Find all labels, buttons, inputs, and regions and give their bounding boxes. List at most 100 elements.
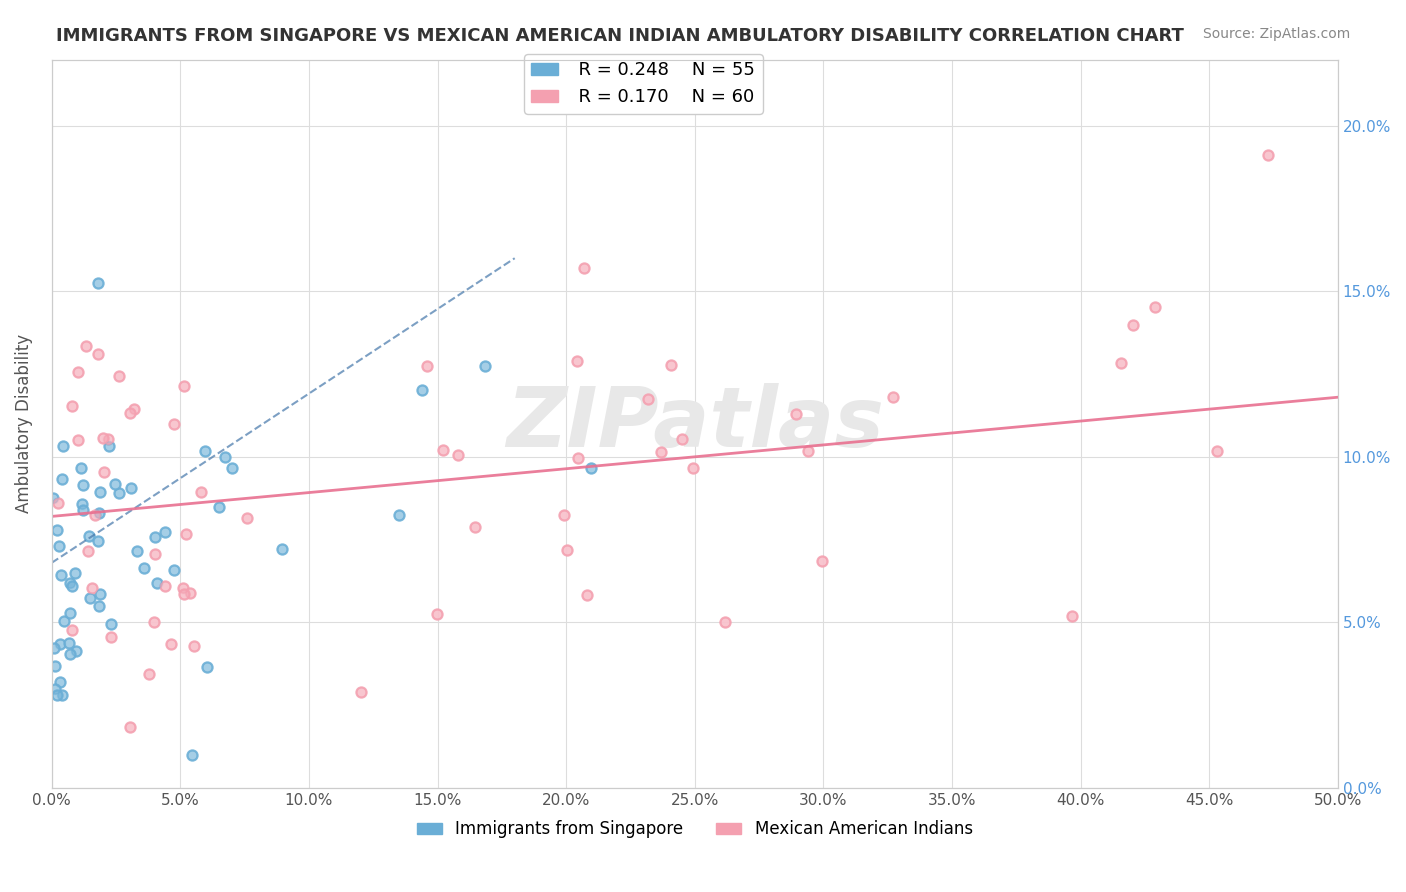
Point xyxy=(1206,444,1229,458)
Point xyxy=(153,524,176,539)
Point xyxy=(388,508,411,523)
Point xyxy=(181,747,204,762)
Point xyxy=(104,477,127,491)
Point xyxy=(432,443,454,458)
Point xyxy=(65,643,87,657)
Point xyxy=(76,544,98,558)
Point xyxy=(567,450,589,465)
Point xyxy=(432,443,454,458)
Point xyxy=(125,544,148,558)
Point xyxy=(89,587,111,601)
Point xyxy=(555,542,578,557)
Point xyxy=(411,383,433,397)
Point xyxy=(118,720,141,734)
Point xyxy=(122,402,145,417)
Point xyxy=(44,641,66,656)
Point xyxy=(49,636,72,650)
Point xyxy=(51,568,73,582)
Point xyxy=(208,500,231,515)
Point xyxy=(59,606,82,620)
Point xyxy=(1206,444,1229,458)
Point xyxy=(195,660,218,674)
Point xyxy=(214,450,236,465)
Point xyxy=(659,358,682,372)
Point xyxy=(146,576,169,591)
Point xyxy=(76,544,98,558)
Point xyxy=(576,588,599,602)
Legend: Immigrants from Singapore, Mexican American Indians: Immigrants from Singapore, Mexican Ameri… xyxy=(411,814,980,845)
Point xyxy=(1109,356,1132,370)
Point xyxy=(46,523,69,537)
Point xyxy=(174,527,197,541)
Point xyxy=(172,581,194,595)
Point xyxy=(58,648,80,662)
Point xyxy=(98,439,121,453)
Point xyxy=(69,461,91,475)
Point xyxy=(60,623,83,637)
Point xyxy=(70,497,93,511)
Point xyxy=(80,581,103,595)
Point xyxy=(882,391,904,405)
Point xyxy=(42,491,65,506)
Point xyxy=(173,587,195,601)
Point xyxy=(138,666,160,681)
Point xyxy=(882,391,904,405)
Point xyxy=(65,643,87,657)
Point xyxy=(89,485,111,500)
Point xyxy=(79,591,101,605)
Point xyxy=(87,599,110,614)
Point xyxy=(58,636,80,650)
Point xyxy=(44,658,66,673)
Point xyxy=(69,461,91,475)
Point xyxy=(132,561,155,575)
Point xyxy=(567,450,589,465)
Point xyxy=(132,561,155,575)
Point xyxy=(143,547,166,561)
Point xyxy=(426,607,449,622)
Point xyxy=(97,432,120,446)
Point xyxy=(72,502,94,516)
Point xyxy=(1143,300,1166,314)
Point xyxy=(163,563,186,577)
Point xyxy=(87,347,110,361)
Point xyxy=(98,439,121,453)
Point xyxy=(46,495,69,509)
Point xyxy=(93,465,115,479)
Point xyxy=(79,591,101,605)
Point xyxy=(214,450,236,465)
Point xyxy=(143,615,166,629)
Point xyxy=(89,587,111,601)
Point xyxy=(650,444,672,458)
Point xyxy=(72,478,94,492)
Point xyxy=(84,508,107,522)
Point xyxy=(46,688,69,702)
Point xyxy=(194,443,217,458)
Point xyxy=(52,439,75,453)
Point xyxy=(51,568,73,582)
Point xyxy=(91,431,114,445)
Point xyxy=(59,576,82,591)
Point xyxy=(58,648,80,662)
Point xyxy=(190,484,212,499)
Point xyxy=(118,406,141,420)
Point xyxy=(89,485,111,500)
Point xyxy=(464,520,486,534)
Point xyxy=(53,615,76,629)
Point xyxy=(143,530,166,544)
Point xyxy=(143,547,166,561)
Point xyxy=(87,276,110,290)
Point xyxy=(59,606,82,620)
Point xyxy=(108,485,131,500)
Point xyxy=(97,432,120,446)
Point xyxy=(797,444,820,458)
Point xyxy=(75,338,97,352)
Point xyxy=(159,637,181,651)
Point xyxy=(173,379,195,393)
Point xyxy=(172,581,194,595)
Point xyxy=(411,383,433,397)
Point xyxy=(474,359,496,373)
Point xyxy=(1109,356,1132,370)
Point xyxy=(447,448,470,462)
Point xyxy=(682,460,704,475)
Point xyxy=(108,369,131,384)
